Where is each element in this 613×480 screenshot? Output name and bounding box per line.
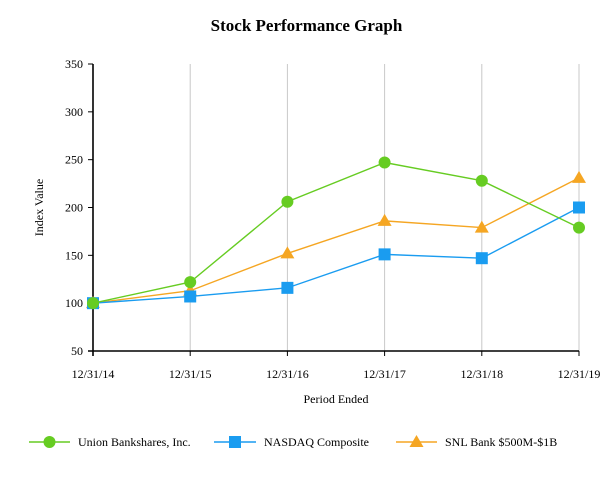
y-tick-label-300: 300	[65, 105, 83, 119]
y-tick-label-100: 100	[65, 296, 83, 310]
point-snl-bank-500m-1b-12/31/18	[474, 220, 489, 233]
point-nasdaq-composite-12/31/18	[475, 252, 488, 265]
x-tick-label-12/31/15: 12/31/15	[169, 367, 212, 381]
point-union-bankshares-inc-12/31/14	[87, 297, 99, 310]
x-tick-label-12/31/18: 12/31/18	[460, 367, 503, 381]
point-snl-bank-500m-1b-12/31/17	[377, 213, 392, 226]
x-tick-label-12/31/16: 12/31/16	[266, 367, 309, 381]
legend-item-union-bankshares-inc: Union Bankshares, Inc.	[29, 435, 191, 449]
point-nasdaq-composite-12/31/17	[378, 248, 391, 261]
chart-title: Stock Performance Graph	[210, 16, 403, 35]
point-nasdaq-composite-12/31/15	[184, 290, 197, 303]
y-tick-label-200: 200	[65, 201, 83, 215]
legend-item-nasdaq-composite: NASDAQ Composite	[214, 435, 369, 449]
x-tick-label-12/31/19: 12/31/19	[558, 367, 601, 381]
x-axis-title: Period Ended	[304, 392, 369, 406]
y-tick-label-50: 50	[71, 344, 83, 358]
legend-marker-union-bankshares-inc	[43, 436, 56, 448]
series-line-union-bankshares-inc	[92, 161, 580, 304]
point-snl-bank-500m-1b-12/31/16	[280, 246, 295, 259]
legend-item-snl-bank-500m-1b: SNL Bank $500M-$1B	[396, 435, 557, 449]
series-line-snl-bank-500m-1b	[92, 177, 580, 304]
series-union-bankshares-inc	[87, 156, 585, 310]
legend: Union Bankshares, Inc. NASDAQ Composite SN…	[29, 435, 557, 449]
legend-label-nasdaq-composite: NASDAQ Composite	[264, 435, 369, 449]
legend-marker-snl-bank-500m-1b	[409, 435, 424, 447]
axis-layer: 50 100 150 200 250 300 350 12/31/14 12/31/15 12/3…	[32, 57, 600, 406]
point-nasdaq-composite-12/31/19	[573, 201, 585, 214]
series-layer	[86, 156, 586, 310]
y-tick-label-350: 350	[65, 57, 83, 71]
point-union-bankshares-inc-12/31/17	[378, 156, 391, 169]
point-union-bankshares-inc-12/31/16	[281, 195, 294, 208]
series-snl-bank-500m-1b	[86, 170, 586, 309]
x-tick-label-12/31/14: 12/31/14	[72, 367, 115, 381]
legend-marker-nasdaq-composite	[229, 436, 241, 448]
point-union-bankshares-inc-12/31/15	[184, 276, 197, 289]
x-tick-label-12/31/17: 12/31/17	[363, 367, 406, 381]
point-snl-bank-500m-1b-12/31/19	[572, 170, 586, 183]
series-line-nasdaq-composite	[92, 206, 580, 304]
y-axis-title: Index Value	[32, 179, 46, 236]
y-tick-label-150: 150	[65, 248, 83, 262]
point-union-bankshares-inc-12/31/18	[475, 174, 488, 187]
point-union-bankshares-inc-12/31/19	[573, 221, 585, 234]
legend-label-union-bankshares-inc: Union Bankshares, Inc.	[78, 435, 191, 449]
point-nasdaq-composite-12/31/16	[281, 281, 294, 294]
legend-label-snl-bank-500m-1b: SNL Bank $500M-$1B	[445, 435, 557, 449]
series-nasdaq-composite	[87, 201, 585, 310]
y-tick-label-250: 250	[65, 153, 83, 167]
